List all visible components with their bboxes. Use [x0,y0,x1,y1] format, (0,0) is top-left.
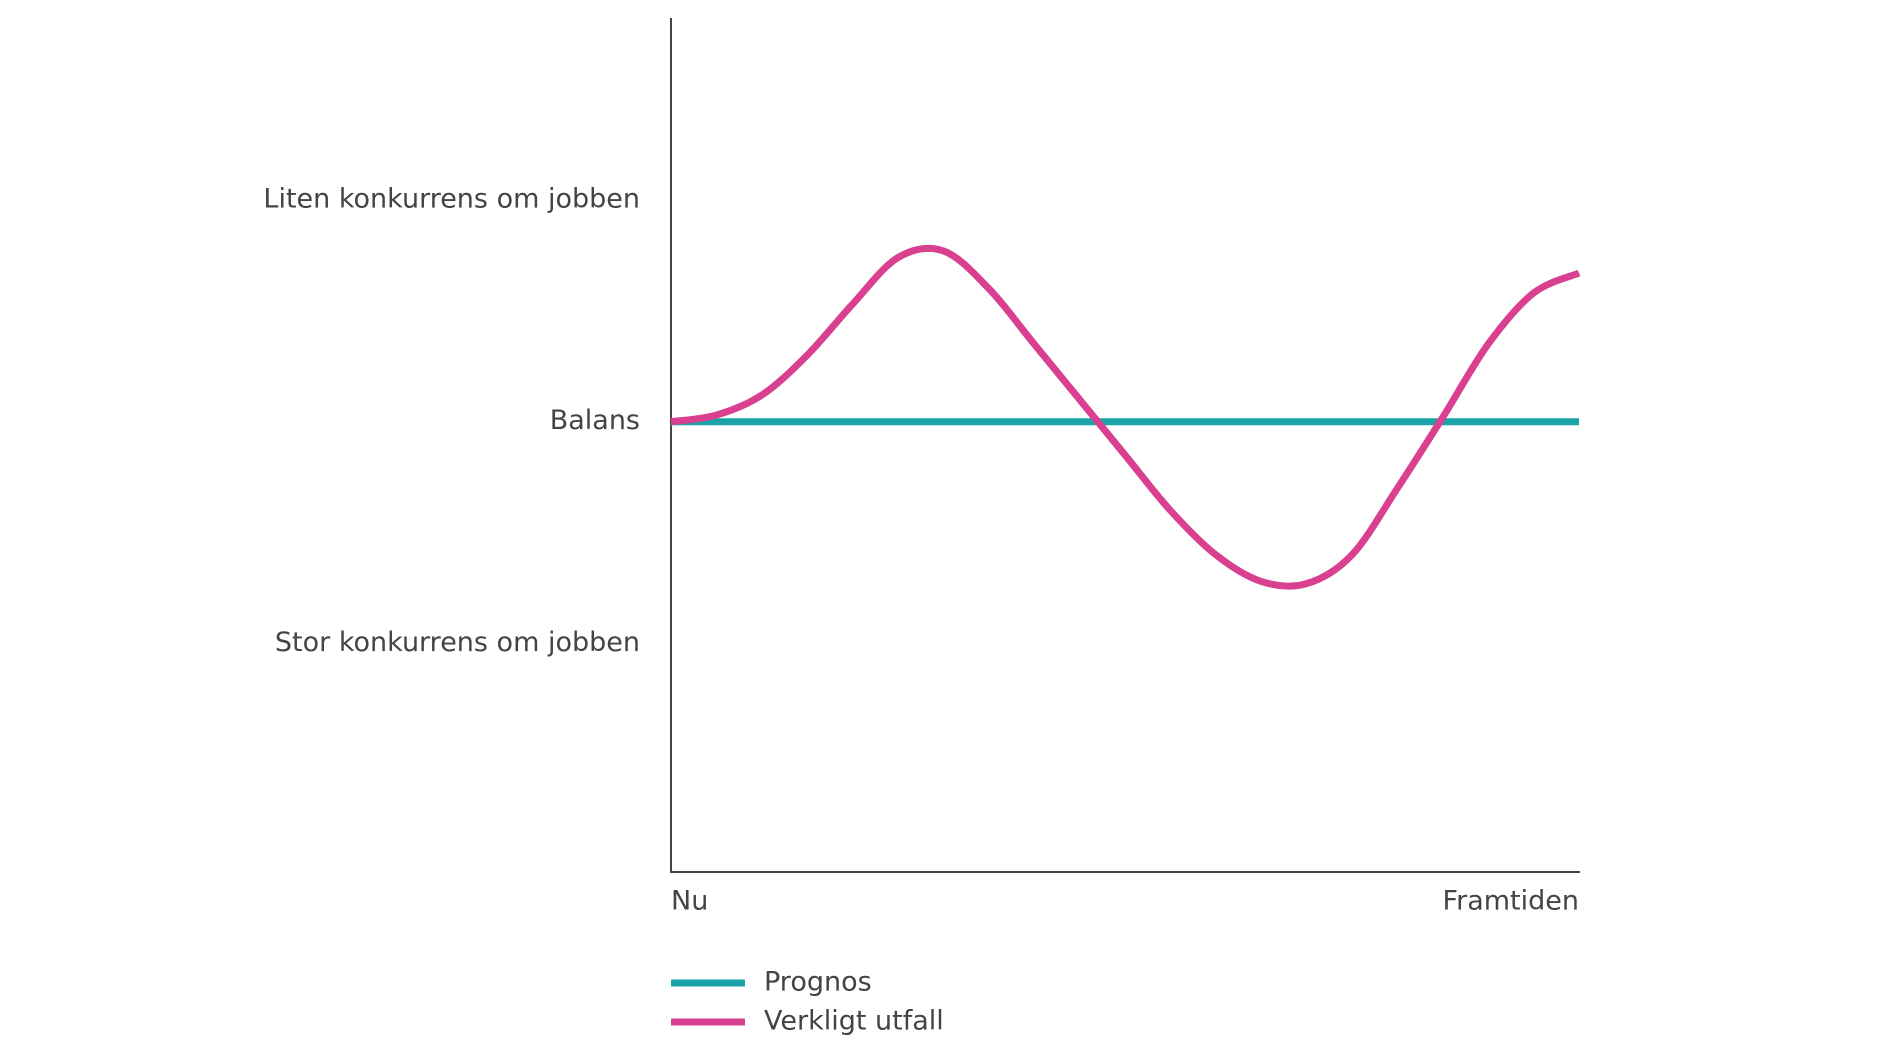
legend-label: Verkligt utfall [764,1006,944,1037]
y-tick-label: Balans [550,405,640,436]
x-tick-label: Nu [671,886,708,917]
legend-label: Prognos [764,967,872,998]
y-tick-label: Stor konkurrens om jobben [275,627,640,658]
x-tick-label: Framtiden [1443,886,1579,917]
series-line [670,244,1581,590]
y-tick-label: Liten konkurrens om jobben [263,183,640,214]
